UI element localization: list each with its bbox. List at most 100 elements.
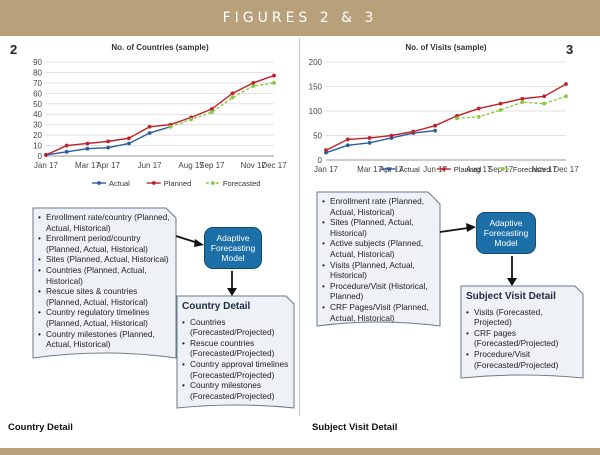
data-point-planned	[251, 80, 256, 85]
header-title: FIGURES 2 & 3	[222, 10, 378, 26]
data-point-actual	[85, 146, 90, 151]
figure-caption: Subject Visit Detail	[312, 422, 398, 433]
y-tick-label: 0	[38, 152, 43, 161]
data-point-actual	[367, 140, 372, 145]
legend-marker	[501, 167, 505, 171]
legend-marker	[387, 167, 391, 171]
x-tick-label: Jun 17	[423, 165, 448, 174]
data-point-forecasted	[542, 101, 547, 106]
data-point-planned	[345, 137, 350, 142]
x-tick-label: Nov 17	[532, 165, 558, 174]
legend-label: Forecasted	[513, 165, 551, 174]
output-item: CRF pages (Forecasted/Projected)	[466, 328, 580, 349]
legend-label: Planned	[454, 165, 482, 174]
data-point-planned	[389, 133, 394, 138]
data-point-planned	[209, 107, 214, 111]
input-item: Active subjects (Planned, Actual, Histor…	[322, 238, 438, 259]
output-item: Country milestones (Forecasted/Projected…	[182, 380, 292, 401]
y-tick-label: 90	[33, 58, 42, 67]
data-point-forecasted	[520, 100, 525, 105]
output-item: Procedure/Visit (Forecasted/Projected)	[466, 349, 580, 370]
legend-marker	[151, 181, 156, 185]
input-item: Visits (Planned, Actual, Historical)	[322, 260, 438, 281]
input-to-model-arrow	[439, 227, 469, 233]
data-point-actual	[127, 141, 131, 146]
legend-label: Planned	[164, 179, 192, 188]
y-tick-label: 100	[309, 107, 323, 116]
x-tick-label: Jan 17	[314, 165, 339, 174]
legend-label: Actual	[109, 179, 130, 188]
output-item: Country approval timelines (Forecasted/P…	[182, 359, 292, 380]
footer-bar	[0, 448, 600, 455]
input-item: CRF Pages/Visit (Planned, Actual, Histor…	[322, 302, 438, 323]
series-line-planned	[325, 83, 567, 151]
input-item: Enrollment rate (Planned, Actual, Histor…	[322, 196, 438, 217]
series-line-forecasted	[170, 82, 275, 128]
y-tick-label: 50	[313, 132, 322, 141]
series-line-actual	[325, 129, 436, 154]
data-point-forecasted	[455, 116, 459, 121]
y-tick-label: 60	[33, 89, 42, 98]
data-point-planned	[147, 124, 152, 129]
figure-caption: Country Detail	[8, 422, 73, 433]
output-item: Countries (Forecasted/Projected)	[182, 317, 292, 338]
data-point-actual	[345, 143, 350, 148]
x-tick-label: Sep 17	[199, 161, 225, 170]
arrow-head-icon	[466, 223, 476, 232]
figure-2-panel: 2 No. of Countries (sample) 0 10 20 30 40 50 60…	[0, 36, 300, 455]
input-item: Countries (Planned, Actual, Historical)	[38, 265, 174, 286]
input-to-model-arrow	[175, 235, 199, 244]
arrow-head-icon	[507, 278, 517, 286]
visits-chart: No. of Visits (sample) 0 50 100 150 200 Jan 17…	[309, 43, 580, 174]
data-point-actual	[64, 149, 69, 154]
data-point-planned	[520, 96, 525, 101]
inputs-list: Enrollment rate/country (Planned, Actual…	[38, 212, 174, 350]
data-point-planned	[367, 136, 372, 140]
data-point-planned	[106, 139, 111, 144]
series-line-planned	[45, 74, 275, 156]
input-item: Sites (Planned, Actual, Historical)	[38, 254, 174, 265]
data-point-forecasted	[272, 80, 276, 85]
data-point-planned	[230, 91, 235, 96]
data-point-planned	[272, 73, 276, 78]
chart-title: No. of Countries (sample)	[111, 43, 209, 52]
data-point-planned	[127, 136, 131, 141]
data-point-planned	[411, 129, 416, 134]
input-item: Procedure/Visit (Historical, Planned)	[322, 281, 438, 302]
series-line-forecasted	[456, 95, 567, 120]
figure-3-panel: 3 No. of Visits (sample) 0 50 100 150 200 Jan …	[300, 36, 600, 455]
x-tick-label: Sep 17	[488, 165, 514, 174]
data-point-forecasted	[209, 110, 214, 115]
adaptive-forecasting-model-node: Adaptive Forecasting Model	[476, 212, 536, 254]
input-item: Country regulatory timelines (Planned, A…	[38, 307, 174, 328]
data-point-actual	[433, 128, 437, 133]
data-point-planned	[85, 141, 90, 146]
input-item: Country milestones (Planned, Actual, His…	[38, 329, 174, 350]
input-item: Rescue sites & countries (Planned, Actua…	[38, 286, 174, 307]
y-tick-label: 150	[309, 83, 323, 92]
x-tick-label: Apr 17	[96, 161, 120, 170]
data-point-forecasted	[189, 117, 193, 122]
input-item: Enrollment period/country (Planned, Actu…	[38, 233, 174, 254]
y-tick-label: 70	[33, 79, 42, 88]
output-item: Rescue countries (Forecasted/Projected)	[182, 338, 292, 359]
figures-header: FIGURES 2 & 3	[0, 0, 600, 36]
data-point-planned	[64, 143, 69, 148]
chart-title: No. of Visits (sample)	[405, 43, 487, 52]
data-point-planned	[498, 101, 503, 106]
data-point-actual	[147, 131, 152, 135]
data-point-forecasted	[498, 108, 503, 112]
adaptive-forecasting-model-node: Adaptive Forecasting Model	[204, 227, 262, 269]
legend-label: Actual	[399, 165, 420, 174]
y-tick-label: 30	[33, 121, 42, 130]
y-tick-label: 80	[33, 68, 42, 77]
x-tick-label: Aug 17	[466, 165, 492, 174]
figure-number: 2	[10, 42, 18, 57]
output-detail: Subject Visit Detail Visits (Forecasted,…	[466, 291, 580, 370]
x-tick-label: Mar 17	[357, 165, 382, 174]
legend-marker	[211, 181, 215, 185]
data-point-forecasted	[251, 84, 256, 88]
y-tick-label: 200	[309, 58, 323, 67]
data-point-forecasted	[476, 114, 481, 119]
y-tick-label: 50	[33, 100, 42, 109]
